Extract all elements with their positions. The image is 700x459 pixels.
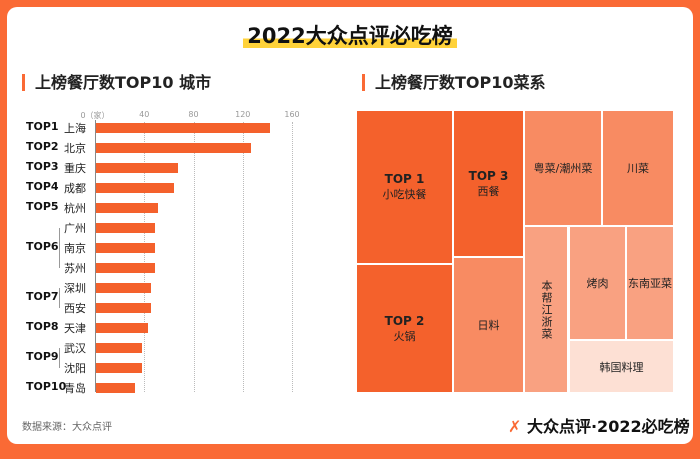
- bar-苏州: [96, 263, 156, 273]
- source-note: 数据来源：大众点评: [22, 422, 112, 433]
- rank-bracket: [59, 288, 60, 308]
- bar-青岛: [96, 383, 136, 393]
- gridline: [144, 122, 146, 392]
- treemap-cell: TOP 3 西餐: [454, 111, 523, 256]
- rank-label: TOP10: [26, 380, 67, 393]
- logo: ✗ 大众点评·2022必吃榜: [508, 417, 690, 436]
- bar-沈阳: [96, 363, 142, 373]
- gridline: [193, 122, 195, 392]
- treemap-cell: 烤肉: [570, 227, 625, 339]
- treemap-cell: 东南亚菜: [627, 227, 673, 339]
- category-label: 天津: [64, 322, 86, 335]
- category-label: 上海: [64, 122, 86, 135]
- category-label: 北京: [64, 142, 86, 155]
- cell-rank: TOP 2: [384, 313, 425, 328]
- category-label: 广州: [64, 222, 86, 235]
- treemap-cell: 本帮江浙菜: [525, 227, 567, 392]
- bar-杭州: [96, 203, 158, 213]
- cell-label: 小吃快餐: [382, 188, 427, 201]
- rank-bracket: [59, 348, 60, 368]
- treemap-cell: 粤菜/潮州菜: [525, 111, 601, 225]
- category-label: 深圳: [64, 282, 86, 295]
- bar-西安: [96, 303, 152, 313]
- category-label: 南京: [64, 242, 86, 255]
- bar-上海: [96, 123, 270, 133]
- bar-天津: [96, 323, 148, 333]
- cell-label: 本帮江浙菜: [540, 279, 553, 340]
- rank-label: TOP5: [26, 200, 59, 213]
- cell-label: 日料: [477, 319, 500, 332]
- rank-label: TOP8: [26, 320, 59, 333]
- cell-label: 川菜: [627, 162, 649, 175]
- category-label: 苏州: [64, 262, 86, 275]
- cell-label: 西餐: [477, 184, 500, 198]
- bar-广州: [96, 223, 156, 233]
- x-tick-label: 80: [188, 110, 199, 119]
- cell-label: 火锅: [393, 329, 416, 343]
- gridline: [242, 122, 244, 392]
- cell-label: 粤菜/潮州菜: [533, 162, 593, 175]
- cell-rank: TOP 1: [384, 172, 425, 186]
- y-axis: [95, 120, 96, 392]
- cell-label: 东南亚菜: [628, 277, 672, 290]
- gridline: [292, 122, 293, 392]
- x-tick-label: 0（家）: [80, 111, 110, 120]
- bar-成都: [96, 183, 174, 193]
- treemap-cell: TOP 2 火锅: [357, 265, 452, 392]
- rank-label: TOP3: [26, 160, 59, 173]
- category-label: 杭州: [64, 202, 86, 215]
- rank-label: TOP7: [26, 290, 59, 303]
- category-label: 成都: [64, 182, 86, 195]
- bar-深圳: [96, 283, 152, 293]
- rank-label: TOP2: [26, 140, 59, 153]
- left-section-title: 上榜餐厅数TOP10 城市: [22, 74, 211, 91]
- treemap-cell: 日料: [454, 258, 523, 392]
- rank-label: TOP1: [26, 120, 59, 133]
- x-tick-label: 40: [139, 110, 150, 119]
- treemap-cell: 韩国料理: [570, 341, 673, 392]
- cell-label: 韩国料理: [599, 360, 644, 374]
- category-label: 西安: [64, 302, 86, 315]
- right-section-title: 上榜餐厅数TOP10菜系: [362, 74, 546, 91]
- rank-label: TOP4: [26, 180, 59, 193]
- category-label: 武汉: [64, 342, 86, 355]
- treemap-cell: TOP 1 小吃快餐: [357, 111, 452, 263]
- bar-南京: [96, 243, 156, 253]
- x-tick-label: 120: [235, 110, 251, 119]
- logo-icon: ✗: [508, 417, 522, 436]
- rank-label: TOP6: [26, 240, 59, 253]
- page-title: 2022大众点评必吃榜: [0, 20, 700, 50]
- category-label: 青岛: [64, 382, 86, 395]
- cell-label: 烤肉: [586, 277, 609, 290]
- bar-北京: [96, 143, 252, 153]
- x-tick-label: 160: [284, 110, 300, 119]
- bar-武汉: [96, 343, 142, 353]
- category-label: 重庆: [64, 162, 86, 175]
- cell-rank: TOP 3: [468, 168, 509, 183]
- category-label: 沈阳: [64, 362, 86, 375]
- treemap-cell: 川菜: [603, 111, 673, 225]
- rank-label: TOP9: [26, 350, 59, 363]
- title-text: 2022大众点评必吃榜: [243, 24, 457, 48]
- bar-重庆: [96, 163, 179, 173]
- rank-bracket: [59, 228, 60, 268]
